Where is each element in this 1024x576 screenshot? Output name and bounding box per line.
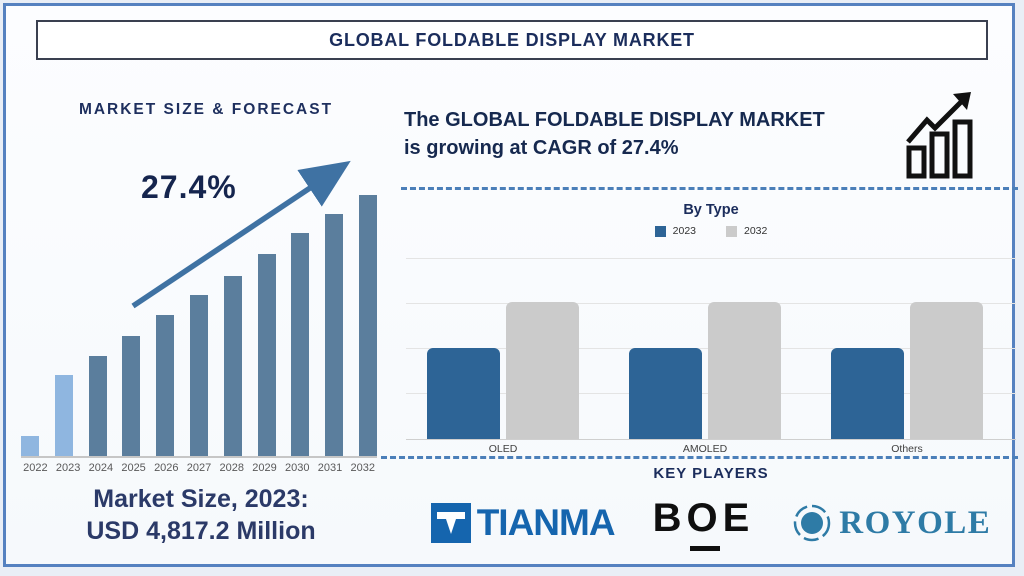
forecast-bar-2026 — [156, 315, 175, 456]
growth-chart-icon — [906, 92, 973, 179]
bar-others-2032 — [910, 302, 983, 439]
royole-wordmark: ROYOLE — [839, 504, 992, 541]
key-players-heading: KEY PLAYERS — [653, 465, 769, 482]
year-tick-label: 2024 — [88, 462, 114, 474]
year-tick-label: 2025 — [121, 462, 146, 474]
dashed-divider-bottom — [381, 456, 1018, 459]
bar-oled-2032 — [506, 302, 579, 439]
royole-mark-icon — [794, 504, 831, 542]
year-tick-label: 2027 — [186, 462, 212, 474]
legend-label: 2023 — [672, 225, 696, 237]
by-type-bar-chart — [406, 246, 1016, 440]
legend-label: 2032 — [744, 225, 768, 237]
tianma-wordmark: TIANMA — [476, 502, 616, 543]
page-title: GLOBAL FOLDABLE DISPLAY MARKET — [329, 29, 695, 50]
forecast-bar-2025 — [122, 336, 141, 456]
bar-amoled-2023 — [629, 348, 702, 439]
legend-item-2032: 2032 — [726, 225, 767, 237]
tianma-mark-icon — [430, 503, 471, 543]
year-tick-label: 2022 — [23, 462, 48, 474]
bar-oled-2023 — [427, 348, 500, 439]
market-size-line1: Market Size, 2023: — [93, 485, 309, 513]
market-size-forecast-heading: MARKET SIZE & FORECAST — [78, 101, 334, 118]
royole-logo: ROYOLE — [792, 503, 991, 543]
forecast-bar-2028 — [223, 276, 242, 456]
boe-underline — [689, 545, 720, 551]
market-forecast-bar-chart — [21, 191, 377, 458]
type-group-others — [831, 302, 983, 439]
bar-amoled-2032 — [708, 302, 781, 439]
forecast-year-axis: 2022 2023 2024 2025 2026 2027 2028 2029 2030 2031… — [19, 462, 379, 474]
year-tick-label: 2030 — [285, 462, 310, 474]
market-size-line2: USD 4,817.2 Million — [86, 517, 316, 545]
market-size-callout: Market Size, 2023: USD 4,817.2 Million — [24, 483, 378, 547]
by-type-category-axis: OLED AMOLED Others — [406, 443, 1016, 455]
year-tick-label: 2031 — [317, 462, 343, 474]
year-tick-label: 2023 — [55, 462, 81, 474]
forecast-bar-2031 — [325, 214, 344, 456]
key-players-logos: TIANMA BOE ROYOLE — [404, 492, 1018, 554]
by-type-title: By Type — [683, 202, 739, 218]
year-tick-label: 2028 — [219, 462, 245, 474]
cagr-headline: The GLOBAL FOLDABLE DISPLAY MARKET is gr… — [404, 106, 904, 162]
forecast-bar-2024 — [88, 356, 107, 456]
year-tick-label: 2029 — [252, 462, 277, 474]
headline-line1: The GLOBAL FOLDABLE DISPLAY MARKET — [404, 109, 825, 131]
forecast-bar-2032 — [358, 195, 377, 456]
cagr-value-label: 27.4% — [141, 169, 237, 205]
type-group-oled — [427, 302, 579, 439]
type-tick-label: Others — [891, 443, 923, 455]
legend-item-2023: 2023 — [654, 225, 696, 237]
type-group-amoled — [629, 302, 781, 439]
boe-logo: BOE — [653, 496, 755, 551]
legend-swatch — [654, 225, 666, 237]
headline-line2: is growing at CAGR of 27.4% — [404, 137, 679, 159]
type-tick-label: OLED — [488, 443, 518, 455]
tianma-logo: TIANMA — [430, 502, 616, 544]
legend-swatch — [726, 225, 737, 237]
year-tick-label: 2026 — [154, 462, 179, 474]
forecast-bar-2030 — [291, 233, 310, 456]
type-tick-label: AMOLED — [682, 443, 728, 455]
dashed-divider-top — [401, 187, 1018, 190]
by-type-legend: 2023 2032 — [406, 225, 1016, 237]
title-banner: GLOBAL FOLDABLE DISPLAY MARKET — [36, 20, 988, 60]
forecast-bar-2023 — [54, 375, 73, 456]
year-tick-label: 2032 — [350, 462, 375, 474]
boe-wordmark: BOE — [652, 495, 755, 540]
forecast-bar-2029 — [257, 254, 276, 456]
infographic-frame: GLOBAL FOLDABLE DISPLAY MARKET MARKET SI… — [3, 3, 1018, 567]
forecast-bar-2022 — [21, 436, 39, 456]
gridline — [406, 258, 1016, 259]
by-type-bar-groups — [406, 246, 1016, 439]
forecast-bar-2027 — [189, 295, 208, 456]
bar-others-2023 — [831, 348, 904, 439]
